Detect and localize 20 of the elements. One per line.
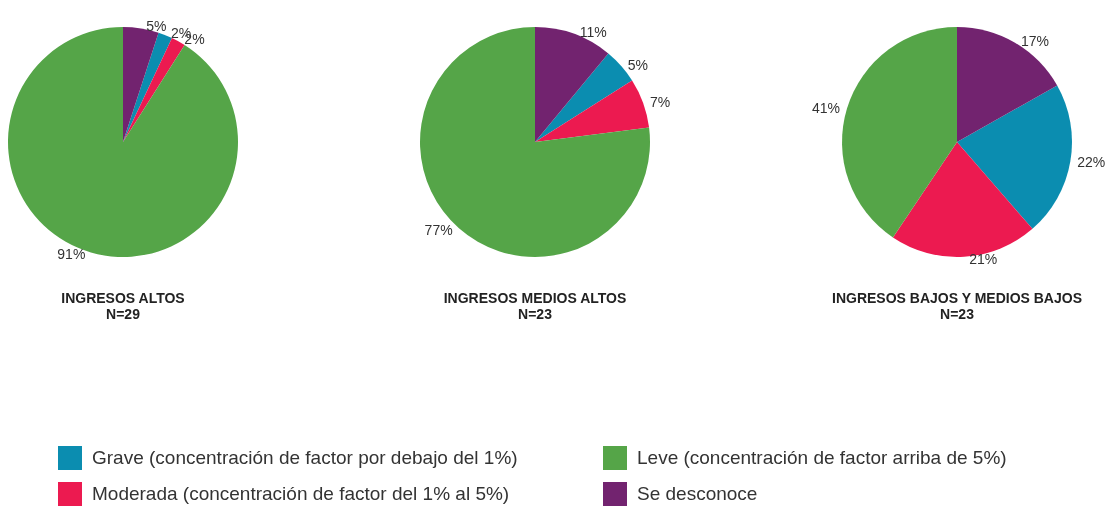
legend-label: Se desconoce: [637, 483, 758, 505]
data-label: 77%: [424, 221, 453, 238]
data-label: 21%: [969, 250, 998, 267]
text: N=23: [518, 306, 553, 322]
legend-label: Leve (concentración de factor arriba de 5%): [637, 447, 1007, 469]
data-label: 91%: [57, 246, 86, 263]
legend-label: Grave (concentración de factor por debajo del 1%): [92, 447, 518, 469]
text: INGRESOS ALTOS: [61, 290, 185, 306]
data-label: 17%: [1021, 32, 1050, 49]
data-label: 7%: [650, 94, 671, 111]
data-label: 5%: [146, 18, 167, 35]
text: N=29: [106, 306, 141, 322]
data-label: 41%: [812, 99, 841, 116]
data-label: 5%: [627, 56, 648, 73]
data-label: 11%: [579, 23, 607, 40]
text: INGRESOS BAJOS Y MEDIOS BAJOS: [832, 290, 1082, 306]
data-label: 22%: [1077, 153, 1106, 170]
text: INGRESOS MEDIOS ALTOS: [443, 290, 627, 306]
legend-label: Moderada (concentración de factor del 1% al 5%): [92, 483, 510, 505]
text: N=23: [940, 306, 975, 322]
